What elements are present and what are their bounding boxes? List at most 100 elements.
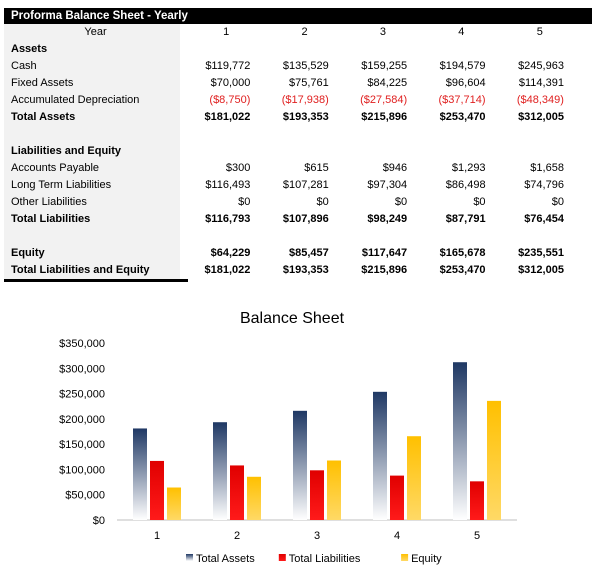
bar-total-assets <box>133 428 147 520</box>
y-tick-label: $150,000 <box>59 439 105 451</box>
row-value: $98,249 <box>367 213 408 225</box>
x-tick-label: 5 <box>474 530 480 542</box>
row-value <box>258 228 336 245</box>
legend-label: Total Assets <box>196 553 255 565</box>
row-label: Other Liabilities <box>4 194 180 211</box>
row-value: $215,896 <box>361 264 408 276</box>
balance-sheet-table: Proforma Balance Sheet - Yearly Year 1 2… <box>4 8 592 282</box>
bar-equity <box>167 487 181 520</box>
row-value <box>494 41 572 58</box>
row-value: $194,579 <box>439 60 486 72</box>
table-row: Other Liabilities $0 $0 $0 $0 $0 <box>4 194 592 211</box>
row-value <box>415 143 493 160</box>
x-tick-label: 1 <box>154 530 160 542</box>
row-value: $253,470 <box>439 111 486 123</box>
row-value: $114,391 <box>518 77 564 89</box>
row-value: $245,963 <box>518 60 564 72</box>
year-header-label: Year <box>4 24 180 41</box>
legend-swatch <box>278 554 286 561</box>
row-value: $181,022 <box>204 111 251 123</box>
row-value <box>337 41 415 58</box>
row-label: Total Liabilities and Equity <box>4 262 180 279</box>
chart-svg: Balance Sheet $0 $50,000 $100,000 $150,000 $2… <box>59 310 517 565</box>
row-value: $193,353 <box>282 264 329 276</box>
year-header-row: Year 1 2 3 4 5 <box>4 24 592 41</box>
row-label: Long Term Liabilities <box>4 177 180 194</box>
row-value: ($37,714) <box>438 94 486 106</box>
table-row: Accumulated Depreciation ($8,750) ($17,938… <box>4 92 592 109</box>
legend-swatch <box>401 554 409 561</box>
row-label: Cash <box>4 58 180 75</box>
row-label: Assets <box>4 41 180 58</box>
bar-total-assets <box>213 422 227 520</box>
year-header-cell: 1 <box>223 26 230 38</box>
row-value: $75,761 <box>289 77 329 89</box>
bar-total-liabilities <box>390 475 404 520</box>
row-value: $107,896 <box>282 213 329 225</box>
row-value <box>258 143 336 160</box>
row-value: $300 <box>225 162 251 174</box>
row-value: $235,551 <box>518 247 564 259</box>
table-row: Fixed Assets $70,000 $75,761 $84,225 $96,604… <box>4 75 592 92</box>
bar-equity <box>327 460 341 520</box>
table-row: Total Liabilities $116,793 $107,896 $98,249… <box>4 211 592 228</box>
row-label: Total Liabilities <box>4 211 180 228</box>
row-value: $215,896 <box>361 111 408 123</box>
balance-sheet-chart: Balance Sheet $0 $50,000 $100,000 $150,000 $2… <box>0 298 598 580</box>
row-value <box>180 41 258 58</box>
row-value: ($48,349) <box>516 94 564 106</box>
row-label: Accumulated Depreciation <box>4 92 180 109</box>
row-label: Total Assets <box>4 109 180 126</box>
row-value: $0 <box>473 196 486 208</box>
row-value <box>494 228 572 245</box>
row-value <box>258 126 336 143</box>
row-value: $0 <box>394 196 408 208</box>
legend-label: Equity <box>411 553 442 565</box>
bar-total-assets <box>293 410 307 520</box>
row-value: $312,005 <box>518 111 564 123</box>
y-tick-label: $250,000 <box>59 389 105 401</box>
row-value: $946 <box>382 162 408 174</box>
row-value <box>180 228 258 245</box>
x-tick-label: 4 <box>394 530 400 542</box>
row-value: $312,005 <box>518 264 564 276</box>
row-value: $116,793 <box>205 213 251 225</box>
row-value <box>180 126 258 143</box>
y-tick-label: $50,000 <box>65 490 105 502</box>
bar-total-liabilities <box>150 460 164 520</box>
x-tick-label: 3 <box>314 530 320 542</box>
row-value: $193,353 <box>282 111 329 123</box>
row-value <box>494 143 572 160</box>
year-header-cell: 4 <box>458 26 465 38</box>
bar-equity <box>487 400 501 520</box>
row-value: $74,796 <box>524 179 564 191</box>
row-value: $1,658 <box>530 162 564 174</box>
row-value: $1,293 <box>451 162 486 174</box>
table-row: Cash $119,772 $135,529 $159,255 $194,579 $245… <box>4 58 592 75</box>
bar-equity <box>247 476 261 520</box>
table-row <box>4 228 592 245</box>
row-value: $0 <box>316 196 329 208</box>
row-value: ($17,938) <box>281 94 329 106</box>
bar-total-liabilities <box>470 481 484 520</box>
row-value: $97,304 <box>367 179 408 191</box>
row-value <box>337 126 415 143</box>
row-value <box>415 41 493 58</box>
row-label: Equity <box>4 245 180 262</box>
table-row: Total Liabilities and Equity $181,022 $193… <box>4 262 592 279</box>
row-value: ($27,584) <box>360 94 408 106</box>
table-row: Assets <box>4 41 592 58</box>
bar-total-assets <box>453 362 467 520</box>
table-row: Total Assets $181,022 $193,353 $215,896 $253… <box>4 109 592 126</box>
bar-total-liabilities <box>230 465 244 520</box>
y-tick-label: $200,000 <box>59 414 105 426</box>
bar-total-assets <box>373 391 387 520</box>
row-value: $0 <box>238 196 251 208</box>
year-header-cell: 5 <box>536 26 543 38</box>
year-header-cell: 3 <box>379 26 387 38</box>
row-value: $64,229 <box>210 247 251 259</box>
row-value <box>415 228 493 245</box>
row-value: $86,498 <box>445 179 486 191</box>
row-label <box>4 126 180 143</box>
row-value <box>337 228 415 245</box>
